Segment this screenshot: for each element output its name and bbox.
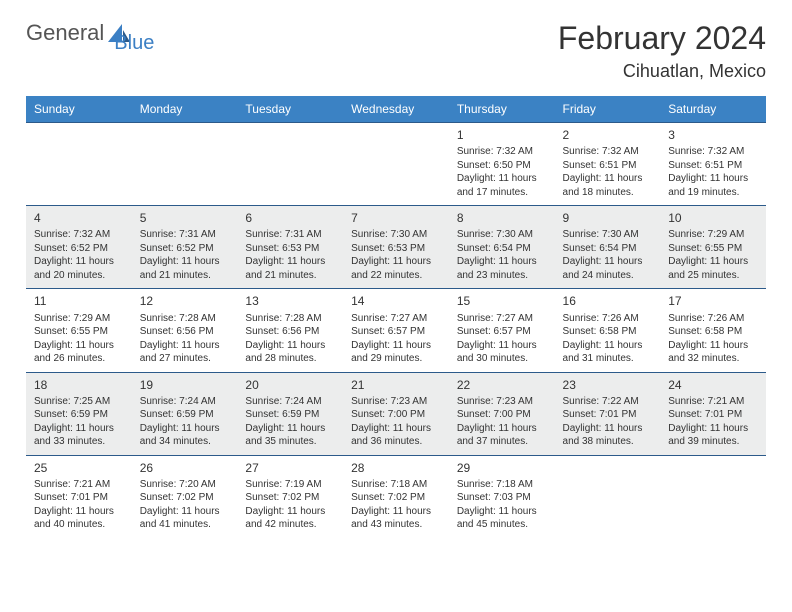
week-detail-row: Sunrise: 7:32 AMSunset: 6:52 PMDaylight:… xyxy=(26,226,766,289)
day-number-cell: 12 xyxy=(132,289,238,310)
day-number-cell: 17 xyxy=(660,289,766,310)
day-detail-cell: Sunrise: 7:28 AMSunset: 6:56 PMDaylight:… xyxy=(132,310,238,373)
title-block: February 2024 Cihuatlan, Mexico xyxy=(558,20,766,82)
day-number-cell: 4 xyxy=(26,206,132,227)
day-detail-cell: Sunrise: 7:32 AMSunset: 6:51 PMDaylight:… xyxy=(660,143,766,206)
day-detail-cell: Sunrise: 7:23 AMSunset: 7:00 PMDaylight:… xyxy=(343,393,449,456)
day-detail-cell: Sunrise: 7:25 AMSunset: 6:59 PMDaylight:… xyxy=(26,393,132,456)
day-header: Friday xyxy=(555,96,661,123)
day-header: Thursday xyxy=(449,96,555,123)
day-number-cell: 13 xyxy=(237,289,343,310)
day-detail-cell xyxy=(555,476,661,538)
day-detail-cell: Sunrise: 7:29 AMSunset: 6:55 PMDaylight:… xyxy=(660,226,766,289)
week-number-row: 45678910 xyxy=(26,206,766,227)
day-number-cell: 22 xyxy=(449,372,555,393)
day-detail-cell: Sunrise: 7:30 AMSunset: 6:53 PMDaylight:… xyxy=(343,226,449,289)
day-detail-cell: Sunrise: 7:23 AMSunset: 7:00 PMDaylight:… xyxy=(449,393,555,456)
day-detail-cell: Sunrise: 7:30 AMSunset: 6:54 PMDaylight:… xyxy=(555,226,661,289)
day-number-cell xyxy=(660,455,766,476)
day-detail-cell xyxy=(660,476,766,538)
day-number-cell: 21 xyxy=(343,372,449,393)
day-detail-cell: Sunrise: 7:32 AMSunset: 6:50 PMDaylight:… xyxy=(449,143,555,206)
day-number-cell: 16 xyxy=(555,289,661,310)
day-number-cell: 3 xyxy=(660,123,766,144)
logo: General Blue xyxy=(26,20,172,46)
week-number-row: 2526272829 xyxy=(26,455,766,476)
day-header: Sunday xyxy=(26,96,132,123)
week-detail-row: Sunrise: 7:25 AMSunset: 6:59 PMDaylight:… xyxy=(26,393,766,456)
day-number-cell: 26 xyxy=(132,455,238,476)
day-header: Saturday xyxy=(660,96,766,123)
day-number-cell: 27 xyxy=(237,455,343,476)
day-number-cell xyxy=(237,123,343,144)
day-number-cell: 7 xyxy=(343,206,449,227)
day-number-cell xyxy=(132,123,238,144)
day-detail-cell: Sunrise: 7:31 AMSunset: 6:53 PMDaylight:… xyxy=(237,226,343,289)
day-number-cell: 28 xyxy=(343,455,449,476)
day-detail-cell: Sunrise: 7:27 AMSunset: 6:57 PMDaylight:… xyxy=(343,310,449,373)
day-number-cell: 29 xyxy=(449,455,555,476)
day-header: Wednesday xyxy=(343,96,449,123)
location: Cihuatlan, Mexico xyxy=(558,61,766,82)
day-number-cell: 6 xyxy=(237,206,343,227)
day-detail-cell xyxy=(237,143,343,206)
day-number-cell: 25 xyxy=(26,455,132,476)
day-detail-cell: Sunrise: 7:26 AMSunset: 6:58 PMDaylight:… xyxy=(555,310,661,373)
week-detail-row: Sunrise: 7:32 AMSunset: 6:50 PMDaylight:… xyxy=(26,143,766,206)
day-detail-cell: Sunrise: 7:31 AMSunset: 6:52 PMDaylight:… xyxy=(132,226,238,289)
day-detail-cell xyxy=(26,143,132,206)
day-detail-cell: Sunrise: 7:18 AMSunset: 7:02 PMDaylight:… xyxy=(343,476,449,538)
day-detail-cell: Sunrise: 7:21 AMSunset: 7:01 PMDaylight:… xyxy=(660,393,766,456)
calendar-table: Sunday Monday Tuesday Wednesday Thursday… xyxy=(26,96,766,538)
week-detail-row: Sunrise: 7:29 AMSunset: 6:55 PMDaylight:… xyxy=(26,310,766,373)
day-detail-cell: Sunrise: 7:20 AMSunset: 7:02 PMDaylight:… xyxy=(132,476,238,538)
day-detail-cell xyxy=(343,143,449,206)
day-detail-cell: Sunrise: 7:29 AMSunset: 6:55 PMDaylight:… xyxy=(26,310,132,373)
day-number-cell: 1 xyxy=(449,123,555,144)
month-title: February 2024 xyxy=(558,20,766,57)
day-number-cell: 14 xyxy=(343,289,449,310)
day-number-cell: 9 xyxy=(555,206,661,227)
day-number-cell: 10 xyxy=(660,206,766,227)
day-detail-cell: Sunrise: 7:27 AMSunset: 6:57 PMDaylight:… xyxy=(449,310,555,373)
day-number-cell xyxy=(343,123,449,144)
day-detail-cell: Sunrise: 7:21 AMSunset: 7:01 PMDaylight:… xyxy=(26,476,132,538)
day-detail-cell: Sunrise: 7:22 AMSunset: 7:01 PMDaylight:… xyxy=(555,393,661,456)
day-detail-cell: Sunrise: 7:32 AMSunset: 6:51 PMDaylight:… xyxy=(555,143,661,206)
day-detail-cell: Sunrise: 7:24 AMSunset: 6:59 PMDaylight:… xyxy=(237,393,343,456)
day-header: Monday xyxy=(132,96,238,123)
day-detail-cell: Sunrise: 7:24 AMSunset: 6:59 PMDaylight:… xyxy=(132,393,238,456)
day-detail-cell xyxy=(132,143,238,206)
day-header-row: Sunday Monday Tuesday Wednesday Thursday… xyxy=(26,96,766,123)
day-number-cell: 2 xyxy=(555,123,661,144)
day-number-cell xyxy=(555,455,661,476)
day-detail-cell: Sunrise: 7:19 AMSunset: 7:02 PMDaylight:… xyxy=(237,476,343,538)
day-detail-cell: Sunrise: 7:18 AMSunset: 7:03 PMDaylight:… xyxy=(449,476,555,538)
day-number-cell: 24 xyxy=(660,372,766,393)
day-detail-cell: Sunrise: 7:26 AMSunset: 6:58 PMDaylight:… xyxy=(660,310,766,373)
day-number-cell xyxy=(26,123,132,144)
day-number-cell: 20 xyxy=(237,372,343,393)
day-number-cell: 18 xyxy=(26,372,132,393)
day-detail-cell: Sunrise: 7:30 AMSunset: 6:54 PMDaylight:… xyxy=(449,226,555,289)
day-header: Tuesday xyxy=(237,96,343,123)
day-number-cell: 5 xyxy=(132,206,238,227)
day-detail-cell: Sunrise: 7:32 AMSunset: 6:52 PMDaylight:… xyxy=(26,226,132,289)
day-number-cell: 11 xyxy=(26,289,132,310)
day-number-cell: 19 xyxy=(132,372,238,393)
day-detail-cell: Sunrise: 7:28 AMSunset: 6:56 PMDaylight:… xyxy=(237,310,343,373)
week-number-row: 123 xyxy=(26,123,766,144)
day-number-cell: 8 xyxy=(449,206,555,227)
header: General Blue February 2024 Cihuatlan, Me… xyxy=(26,20,766,82)
week-number-row: 18192021222324 xyxy=(26,372,766,393)
day-number-cell: 23 xyxy=(555,372,661,393)
logo-text-blue: Blue xyxy=(114,32,154,55)
week-number-row: 11121314151617 xyxy=(26,289,766,310)
logo-text-general: General xyxy=(26,20,104,46)
week-detail-row: Sunrise: 7:21 AMSunset: 7:01 PMDaylight:… xyxy=(26,476,766,538)
day-number-cell: 15 xyxy=(449,289,555,310)
